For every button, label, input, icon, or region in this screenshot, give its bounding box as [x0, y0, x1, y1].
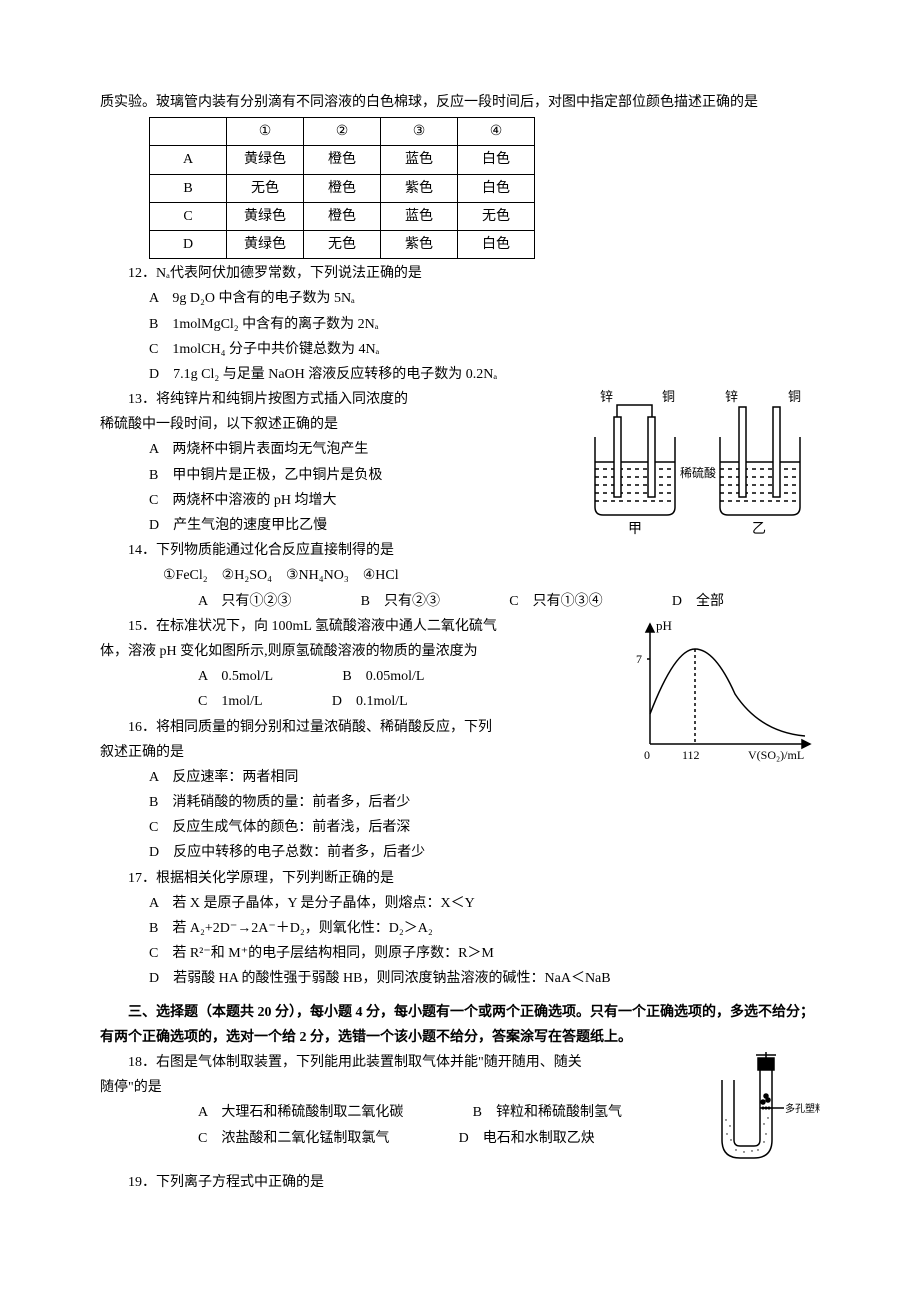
- q18-opt-a: A 大理石和稀硫酸制取二氧化碳: [149, 1100, 403, 1125]
- q13-stem-line2: 稀硫酸中一段时间，以下叙述正确的是: [100, 412, 580, 437]
- cell: 无色: [304, 230, 381, 258]
- table-row: B 无色 橙色 紫色 白色: [150, 174, 535, 202]
- q17-opt-b: B 若 A₂+2D⁻→2A⁻＋D₂，则氧化性：D₂＞A₂: [100, 916, 820, 941]
- q14-opt-a: A 只有①②③: [149, 589, 291, 614]
- xlabel-vso2: V(SO₂)/mL: [748, 748, 804, 762]
- th-4: ④: [458, 118, 535, 146]
- q16-opt-d: D 反应中转移的电子总数：前者多，后者少: [100, 840, 820, 865]
- label-cu-left: 铜: [662, 389, 675, 404]
- q14-items: ①FeCl₂ ②H₂SO₄ ③NH₄NO₃ ④HCl: [100, 563, 820, 588]
- q15-opt-b: B 0.05mol/L: [293, 664, 424, 689]
- cell: 黄绿色: [227, 230, 304, 258]
- ytick-7: 7: [636, 652, 642, 666]
- cell: 白色: [458, 230, 535, 258]
- q13-opt-b: B 甲中铜片是正极，乙中铜片是负极: [100, 463, 580, 488]
- q15-opt-c: C 1mol/L: [149, 689, 263, 714]
- cell: 白色: [458, 146, 535, 174]
- cell: 黄绿色: [227, 202, 304, 230]
- label-zn-left: 锌: [600, 389, 613, 404]
- q18-stem-line1: 18．右图是气体制取装置，下列能用此装置制取气体并能"随开随用、随关: [100, 1050, 700, 1075]
- q16-stem-line1: 16．将相同质量的铜分别和过量浓硝酸、稀硝酸反应，下列: [100, 715, 620, 740]
- q12-opt-d: D 7.1g Cl₂ 与足量 NaOH 溶液反应转移的电子数为 0.2Nₐ: [100, 362, 820, 387]
- q18-stem-line2: 随停"的是: [100, 1075, 700, 1100]
- cell: 蓝色: [381, 202, 458, 230]
- q17-opt-a: A 若 X 是原子晶体，Y 是分子晶体，则熔点：X＜Y: [100, 891, 820, 916]
- q18-options-row2: C 浓盐酸和二氧化锰制取氯气 D 电石和水制取乙炔: [100, 1126, 700, 1151]
- color-observation-table: ① ② ③ ④ A 黄绿色 橙色 蓝色 白色 B 无色 橙色 紫色 白色 C 黄…: [149, 117, 535, 259]
- label-perforated-plate: 多孔塑料板: [785, 1102, 820, 1115]
- th-blank: [150, 118, 227, 146]
- label-acid: 稀硫酸: [680, 465, 716, 480]
- q18-figure: 多孔塑料板: [700, 1050, 820, 1170]
- q17-opt-d: D 若弱酸 HA 的酸性强于弱酸 HB，则同浓度钠盐溶液的碱性：NaA＜NaB: [100, 966, 820, 991]
- th-2: ②: [304, 118, 381, 146]
- table-row: D 黄绿色 无色 紫色 白色: [150, 230, 535, 258]
- q16-opt-a: A 反应速率：两者相同: [100, 765, 820, 790]
- cell: 橙色: [304, 202, 381, 230]
- table-header-row: ① ② ③ ④: [150, 118, 535, 146]
- q18-opt-d: D 电石和水制取乙炔: [410, 1126, 595, 1151]
- cell: C: [150, 202, 227, 230]
- q13-stem-line1: 13．将纯锌片和纯铜片按图方式插入同浓度的: [100, 387, 580, 412]
- cell: 黄绿色: [227, 146, 304, 174]
- q15-opt-d: D 0.1mol/L: [283, 689, 408, 714]
- label-left-beaker: 甲: [628, 522, 642, 537]
- cell: 白色: [458, 174, 535, 202]
- cell: 无色: [227, 174, 304, 202]
- q18-opt-b: B 锌粒和稀硫酸制氢气: [424, 1100, 622, 1125]
- q14-opt-c: C 只有①③④: [460, 589, 602, 614]
- q12-opt-c: C 1molCH₄ 分子中共价键总数为 4Nₐ: [100, 337, 820, 362]
- q13-opt-a: A 两烧杯中铜片表面均无气泡产生: [100, 437, 580, 462]
- q14-opt-d: D 全部: [623, 589, 724, 614]
- q15-options-row1: A 0.5mol/L B 0.05mol/L: [100, 664, 620, 689]
- table-row: C 黄绿色 橙色 蓝色 无色: [150, 202, 535, 230]
- q15-stem-line1: 15．在标准状况下，向 100mL 氢硫酸溶液中通人二氧化硫气: [100, 614, 620, 639]
- cell: B: [150, 174, 227, 202]
- cell: D: [150, 230, 227, 258]
- q15-opt-a: A 0.5mol/L: [149, 664, 273, 689]
- q16-opt-b: B 消耗硝酸的物质的量：前者多，后者少: [100, 790, 820, 815]
- q17-opt-c: C 若 R²⁻和 M⁺的电子层结构相同，则原子序数：R＞M: [100, 941, 820, 966]
- label-zn-right: 锌: [725, 389, 738, 404]
- q15-stem-line2: 体，溶液 pH 变化如图所示,则原氢硫酸溶液的物质的量浓度为: [100, 639, 620, 664]
- q12-opt-a: A 9g D₂O 中含有的电子数为 5Nₐ: [100, 286, 820, 311]
- xtick-0: 0: [644, 748, 650, 762]
- q15-figure: pH 7 0 112 V(SO₂)/mL: [620, 614, 820, 764]
- q12-stem: 12．Nₐ代表阿伏加德罗常数，下列说法正确的是: [100, 261, 820, 286]
- q17-stem: 17．根据相关化学原理，下列判断正确的是: [100, 866, 820, 891]
- q16-opt-c: C 反应生成气体的颜色：前者浅，后者深: [100, 815, 820, 840]
- cell: A: [150, 146, 227, 174]
- section3-heading: 三、选择题（本题共 20 分），每小题 4 分，每小题有一个或两个正确选项。只有…: [100, 1000, 820, 1050]
- intro-text: 质实验。玻璃管内装有分别滴有不同溶液的白色棉球，反应一段时间后，对图中指定部位颜…: [100, 90, 820, 115]
- q14-opt-b: B 只有②③: [312, 589, 440, 614]
- q13-opt-c: C 两烧杯中溶液的 pH 均增大: [100, 488, 580, 513]
- label-cu-right: 铜: [788, 389, 801, 404]
- q13-opt-d: D 产生气泡的速度甲比乙慢: [100, 513, 580, 538]
- q14-options: A 只有①②③ B 只有②③ C 只有①③④ D 全部: [100, 589, 820, 614]
- cell: 紫色: [381, 174, 458, 202]
- th-1: ①: [227, 118, 304, 146]
- cell: 无色: [458, 202, 535, 230]
- cell: 橙色: [304, 174, 381, 202]
- q18-options-row1: A 大理石和稀硫酸制取二氧化碳 B 锌粒和稀硫酸制氢气: [100, 1100, 700, 1125]
- q16-stem-line2: 叙述正确的是: [100, 740, 620, 765]
- table-row: A 黄绿色 橙色 蓝色 白色: [150, 146, 535, 174]
- q13-figure: 锌 铜 锌 铜 稀硫酸 甲 乙: [580, 387, 820, 537]
- q15-options-row2: C 1mol/L D 0.1mol/L: [100, 689, 620, 714]
- th-3: ③: [381, 118, 458, 146]
- q12-opt-b: B 1molMgCl₂ 中含有的离子数为 2Nₐ: [100, 312, 820, 337]
- cell: 紫色: [381, 230, 458, 258]
- ylabel-ph: pH: [656, 618, 672, 633]
- label-right-beaker: 乙: [752, 521, 766, 537]
- q19-stem: 19．下列离子方程式中正确的是: [100, 1170, 820, 1195]
- q18-opt-c: C 浓盐酸和二氧化锰制取氯气: [149, 1126, 389, 1151]
- cell: 橙色: [304, 146, 381, 174]
- q14-stem: 14．下列物质能通过化合反应直接制得的是: [100, 538, 820, 563]
- cell: 蓝色: [381, 146, 458, 174]
- xtick-112: 112: [682, 748, 700, 762]
